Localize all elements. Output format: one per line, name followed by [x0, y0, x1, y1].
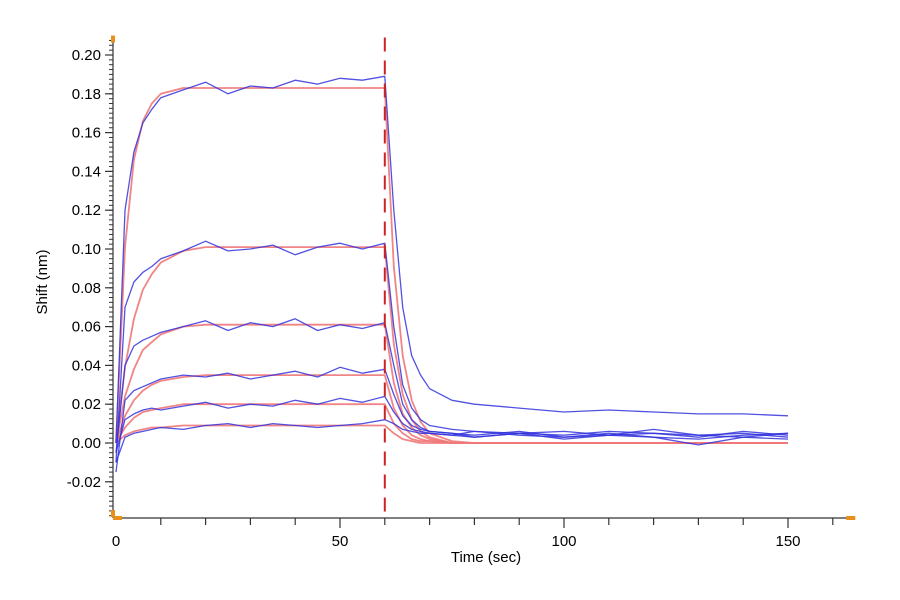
x-tick-label: 100: [551, 533, 576, 550]
x-axis-title: Time (sec): [451, 549, 521, 566]
y-tick-label: 0.02: [72, 396, 101, 413]
x-tick-label: 150: [775, 533, 800, 550]
x-tick-label: 50: [332, 533, 349, 550]
data-trace-5: [115, 419, 789, 463]
data-trace-4: [115, 395, 789, 453]
x-max-marker: [846, 516, 856, 520]
x-tick-label: 0: [112, 533, 120, 550]
y-tick-label: 0.00: [72, 435, 101, 452]
y-max-marker: [111, 35, 115, 43]
y-tick-label: 0.16: [72, 125, 101, 142]
y-tick-label: 0.08: [72, 280, 101, 297]
y-axis-title: Shift (nm): [34, 249, 51, 314]
data-trace-2: [115, 318, 789, 453]
data-trace-1: [115, 240, 789, 463]
y-tick-label: 0.06: [72, 319, 101, 336]
y-tick-label: 0.10: [72, 241, 101, 258]
fit-curve-10: [115, 403, 788, 444]
y-min-marker: [111, 510, 115, 517]
y-tick-label: 0.14: [72, 163, 101, 180]
plot-area: [115, 37, 789, 518]
y-tick-label: 0.20: [72, 47, 101, 64]
x-min-marker: [113, 516, 122, 520]
fit-curve-6: [115, 87, 788, 444]
y-tick-label: -0.02: [67, 474, 101, 491]
y-tick-label: 0.18: [72, 86, 101, 103]
y-tick-label: 0.12: [72, 202, 101, 219]
data-trace-3: [115, 366, 789, 473]
axes: -0.02 0.00 0.02 0.04 0.06 0.08 0.10 0.12 0.14 0.1…: [67, 35, 856, 550]
data-trace-0: [115, 75, 789, 444]
y-tick-label: 0.04: [72, 357, 101, 374]
